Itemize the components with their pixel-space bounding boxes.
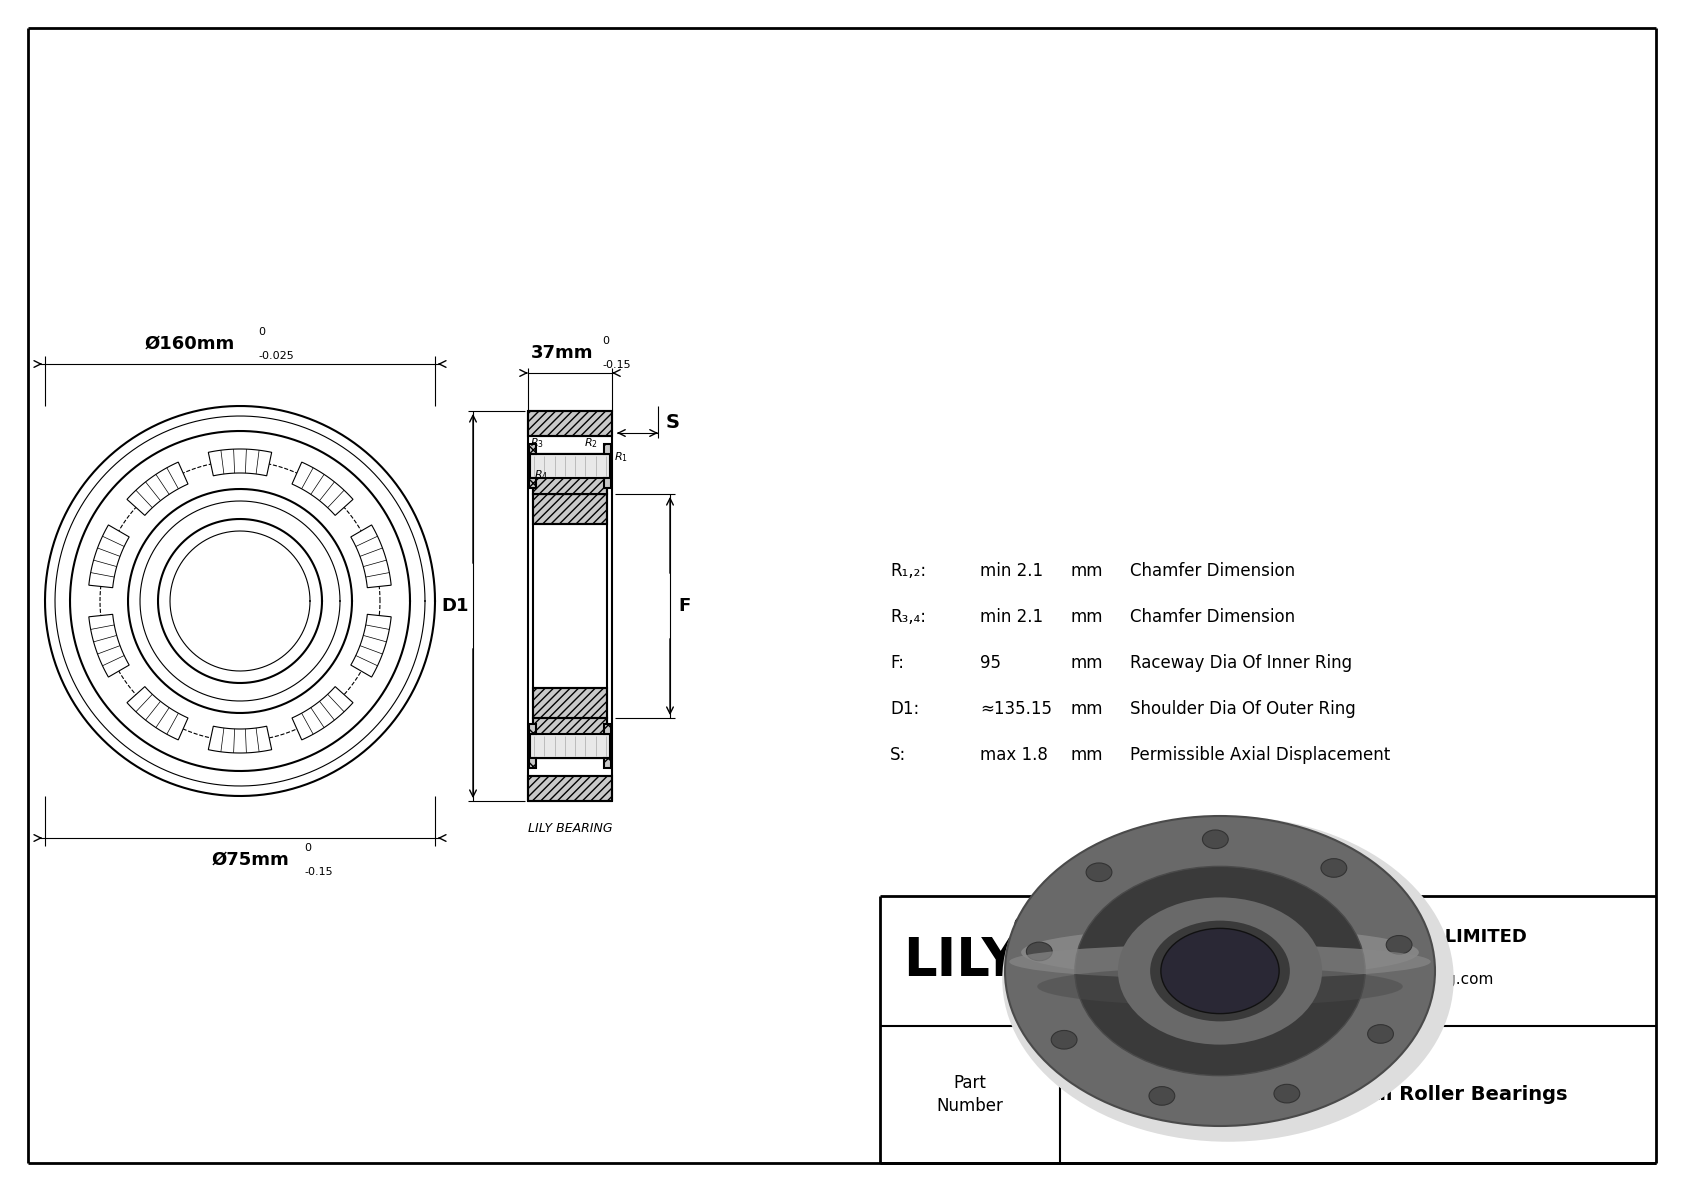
Polygon shape bbox=[529, 757, 536, 768]
Ellipse shape bbox=[1148, 1086, 1175, 1105]
Text: mm: mm bbox=[1069, 654, 1103, 672]
Text: $R_4$: $R_4$ bbox=[534, 468, 549, 482]
Polygon shape bbox=[534, 494, 606, 524]
Text: D1:: D1: bbox=[891, 700, 919, 718]
Polygon shape bbox=[291, 686, 354, 740]
Polygon shape bbox=[529, 724, 536, 734]
Text: ®: ® bbox=[1012, 916, 1031, 934]
Text: S: S bbox=[665, 413, 680, 432]
Text: 0: 0 bbox=[305, 843, 312, 853]
Text: Raceway Dia Of Inner Ring: Raceway Dia Of Inner Ring bbox=[1130, 654, 1352, 672]
Text: -0.15: -0.15 bbox=[601, 360, 630, 370]
Text: LILY BEARING: LILY BEARING bbox=[527, 823, 613, 836]
Text: Part
Number: Part Number bbox=[936, 1074, 1004, 1115]
Polygon shape bbox=[291, 462, 354, 516]
Text: mm: mm bbox=[1069, 746, 1103, 763]
Ellipse shape bbox=[1320, 859, 1347, 878]
Ellipse shape bbox=[1118, 897, 1322, 1045]
Ellipse shape bbox=[1009, 944, 1431, 979]
Text: NU 315 ECJ Cylindrical Roller Bearings: NU 315 ECJ Cylindrical Roller Bearings bbox=[1148, 1085, 1568, 1104]
Polygon shape bbox=[529, 478, 536, 488]
Polygon shape bbox=[89, 525, 130, 587]
Ellipse shape bbox=[1021, 928, 1420, 977]
Polygon shape bbox=[209, 449, 271, 476]
Polygon shape bbox=[605, 724, 611, 734]
Text: -0.025: -0.025 bbox=[258, 351, 293, 361]
Polygon shape bbox=[529, 777, 611, 802]
Polygon shape bbox=[530, 734, 610, 757]
Polygon shape bbox=[534, 718, 606, 757]
Text: $R_2$: $R_2$ bbox=[584, 436, 598, 450]
Ellipse shape bbox=[1155, 924, 1285, 1017]
Text: Ø160mm: Ø160mm bbox=[145, 335, 236, 353]
Polygon shape bbox=[529, 436, 611, 777]
Text: Permissible Axial Displacement: Permissible Axial Displacement bbox=[1130, 746, 1391, 763]
Text: Chamfer Dimension: Chamfer Dimension bbox=[1130, 562, 1295, 580]
Text: 95: 95 bbox=[980, 654, 1000, 672]
Text: 0: 0 bbox=[601, 336, 610, 347]
Ellipse shape bbox=[1051, 1030, 1078, 1049]
Text: min 2.1: min 2.1 bbox=[980, 562, 1042, 580]
Text: 0: 0 bbox=[258, 328, 264, 337]
Polygon shape bbox=[534, 454, 606, 494]
Ellipse shape bbox=[1367, 1024, 1393, 1043]
Text: R₁,₂:: R₁,₂: bbox=[891, 562, 926, 580]
Ellipse shape bbox=[1160, 928, 1280, 1014]
Polygon shape bbox=[126, 462, 189, 516]
Text: min 2.1: min 2.1 bbox=[980, 607, 1042, 626]
Text: $R_1$: $R_1$ bbox=[615, 450, 628, 464]
Text: F: F bbox=[679, 597, 690, 615]
Polygon shape bbox=[530, 454, 610, 478]
Polygon shape bbox=[605, 478, 611, 488]
Polygon shape bbox=[605, 444, 611, 454]
Text: $R_3$: $R_3$ bbox=[530, 436, 544, 450]
Text: mm: mm bbox=[1069, 562, 1103, 580]
Polygon shape bbox=[126, 686, 189, 740]
Ellipse shape bbox=[1150, 921, 1290, 1022]
Text: mm: mm bbox=[1069, 700, 1103, 718]
Text: SHANGHAI LILY BEARING LIMITED: SHANGHAI LILY BEARING LIMITED bbox=[1189, 928, 1527, 946]
Ellipse shape bbox=[1002, 816, 1453, 1142]
Text: -0.15: -0.15 bbox=[305, 867, 333, 877]
Text: Shoulder Dia Of Outer Ring: Shoulder Dia Of Outer Ring bbox=[1130, 700, 1356, 718]
Text: Chamfer Dimension: Chamfer Dimension bbox=[1130, 607, 1295, 626]
Ellipse shape bbox=[1037, 967, 1403, 1006]
Ellipse shape bbox=[1275, 1084, 1300, 1103]
Ellipse shape bbox=[1005, 816, 1435, 1125]
Text: S:: S: bbox=[891, 746, 906, 763]
Polygon shape bbox=[529, 444, 536, 454]
Text: Email: lilybearing@lily-bearing.com: Email: lilybearing@lily-bearing.com bbox=[1223, 972, 1494, 986]
Text: D1: D1 bbox=[441, 597, 468, 615]
Ellipse shape bbox=[1086, 863, 1111, 881]
Text: 37mm: 37mm bbox=[530, 344, 593, 362]
Polygon shape bbox=[350, 615, 391, 676]
Ellipse shape bbox=[1026, 942, 1052, 961]
Ellipse shape bbox=[1386, 935, 1411, 954]
Text: R₃,₄:: R₃,₄: bbox=[891, 607, 926, 626]
Text: F:: F: bbox=[891, 654, 904, 672]
Polygon shape bbox=[534, 524, 606, 688]
Text: mm: mm bbox=[1069, 607, 1103, 626]
Polygon shape bbox=[605, 757, 611, 768]
Text: max 1.8: max 1.8 bbox=[980, 746, 1047, 763]
Text: ≈135.15: ≈135.15 bbox=[980, 700, 1052, 718]
Text: Ø75mm: Ø75mm bbox=[210, 852, 290, 869]
Polygon shape bbox=[534, 688, 606, 718]
Ellipse shape bbox=[1202, 830, 1228, 849]
Ellipse shape bbox=[1074, 866, 1366, 1075]
Polygon shape bbox=[529, 411, 611, 436]
Text: LILY: LILY bbox=[904, 935, 1021, 987]
Polygon shape bbox=[89, 615, 130, 676]
Polygon shape bbox=[350, 525, 391, 587]
Polygon shape bbox=[209, 727, 271, 753]
